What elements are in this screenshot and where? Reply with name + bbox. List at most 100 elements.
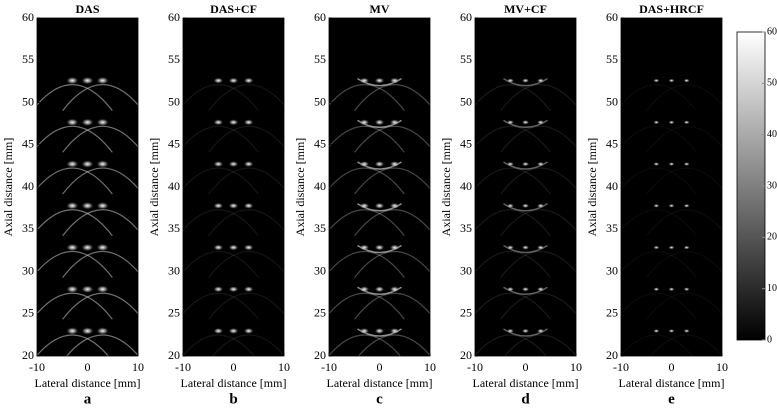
scatterer [653, 245, 660, 250]
scatterer [96, 118, 110, 127]
scatterer [81, 76, 94, 85]
x-axis-label: Lateral distance [mm] [181, 376, 287, 390]
panel-title: MV [370, 2, 390, 16]
scatterer [683, 287, 690, 292]
panel-letter: c [376, 391, 383, 407]
echo-arc [37, 167, 113, 195]
echo-arc [646, 167, 722, 195]
scatterer [389, 327, 400, 335]
scatterer [521, 119, 530, 125]
y-axis-label: Axial distance [mm] [1, 138, 15, 237]
x-tick-label: -10 [467, 360, 483, 374]
echo-arc [329, 167, 405, 195]
scatterer [359, 119, 370, 126]
scatterer [653, 162, 660, 167]
scatterer [374, 202, 385, 209]
echo-arc [183, 209, 259, 237]
panel-title: DAS [75, 2, 99, 16]
y-tick-label: 50 [22, 94, 34, 108]
scatterer [668, 287, 675, 292]
scatterer [213, 119, 224, 126]
y-tick-label: 55 [460, 52, 472, 66]
scatterer [374, 77, 385, 84]
echo-arc [37, 125, 113, 153]
scatterer [81, 201, 94, 210]
colorbar-tick-label: 60 [767, 26, 777, 37]
scatterer [536, 161, 545, 167]
x-tick-label: 10 [132, 360, 144, 374]
echo-arc [208, 209, 284, 237]
scatterer [359, 202, 370, 209]
echo-arc [646, 251, 722, 278]
scatterer [96, 76, 110, 85]
echo-arc [500, 125, 576, 153]
y-tick-label: 25 [168, 306, 180, 320]
echo-arc [475, 251, 551, 278]
speckle-image [37, 76, 138, 356]
scatterer [374, 119, 385, 126]
scatterer [228, 160, 239, 168]
y-tick-label: 60 [22, 10, 34, 24]
echo-arc [500, 251, 576, 278]
x-tick-label: -10 [613, 360, 629, 374]
x-tick-label: 0 [669, 360, 675, 374]
scatterer [389, 244, 400, 251]
scatterer [668, 120, 675, 125]
scatterer [536, 119, 545, 125]
echo-arc [37, 84, 113, 111]
y-tick-label: 50 [460, 94, 472, 108]
scatterer [228, 244, 239, 251]
echo-arc [650, 334, 722, 356]
scatterer [374, 286, 385, 293]
echo-arc [183, 84, 259, 111]
scatterer [521, 203, 530, 209]
echo-arc [354, 84, 430, 111]
scatterer [668, 245, 675, 250]
scatterer [536, 286, 545, 292]
scatterer [536, 328, 545, 334]
scatterer [228, 119, 239, 126]
scatterer [243, 327, 254, 335]
x-axis-label: Lateral distance [mm] [619, 376, 725, 390]
echo-arc [329, 125, 405, 153]
y-axis-label: Axial distance [mm] [585, 138, 599, 237]
echo-arc [475, 167, 551, 195]
scatterer [65, 285, 79, 294]
echo-arc [475, 334, 547, 356]
echo-arc [354, 167, 430, 195]
speckle-image [621, 78, 722, 356]
x-tick-label: 10 [278, 360, 290, 374]
x-axis-label: Lateral distance [mm] [327, 376, 433, 390]
scatterer [359, 77, 370, 84]
echo-arc [62, 167, 138, 195]
echo-arc [37, 251, 113, 278]
scatterer [243, 119, 254, 126]
echo-arc [621, 84, 697, 111]
x-tick-label: -10 [29, 360, 45, 374]
echo-arc [646, 209, 722, 237]
scatterer [506, 161, 515, 167]
y-tick-label: 55 [22, 52, 34, 66]
panel-letter: b [229, 391, 237, 407]
y-tick-label: 35 [22, 221, 34, 235]
scatterer [81, 160, 94, 169]
scatterer [228, 77, 239, 84]
scatterer [96, 326, 110, 335]
echo-arc [621, 125, 697, 153]
scatterer [389, 286, 400, 293]
echo-arc [504, 334, 576, 356]
y-axis-label: Axial distance [mm] [439, 138, 453, 237]
speckle-image [183, 77, 284, 356]
scatterer [683, 162, 690, 167]
echo-arc [500, 167, 576, 195]
scatterer [213, 286, 224, 293]
image [329, 18, 430, 356]
echo-arc [354, 251, 430, 278]
scatterer [683, 245, 690, 250]
echo-arc [62, 84, 138, 111]
scatterer [536, 245, 545, 250]
scatterer [653, 120, 660, 125]
echo-arc [37, 292, 113, 320]
echo-arc [66, 334, 138, 356]
